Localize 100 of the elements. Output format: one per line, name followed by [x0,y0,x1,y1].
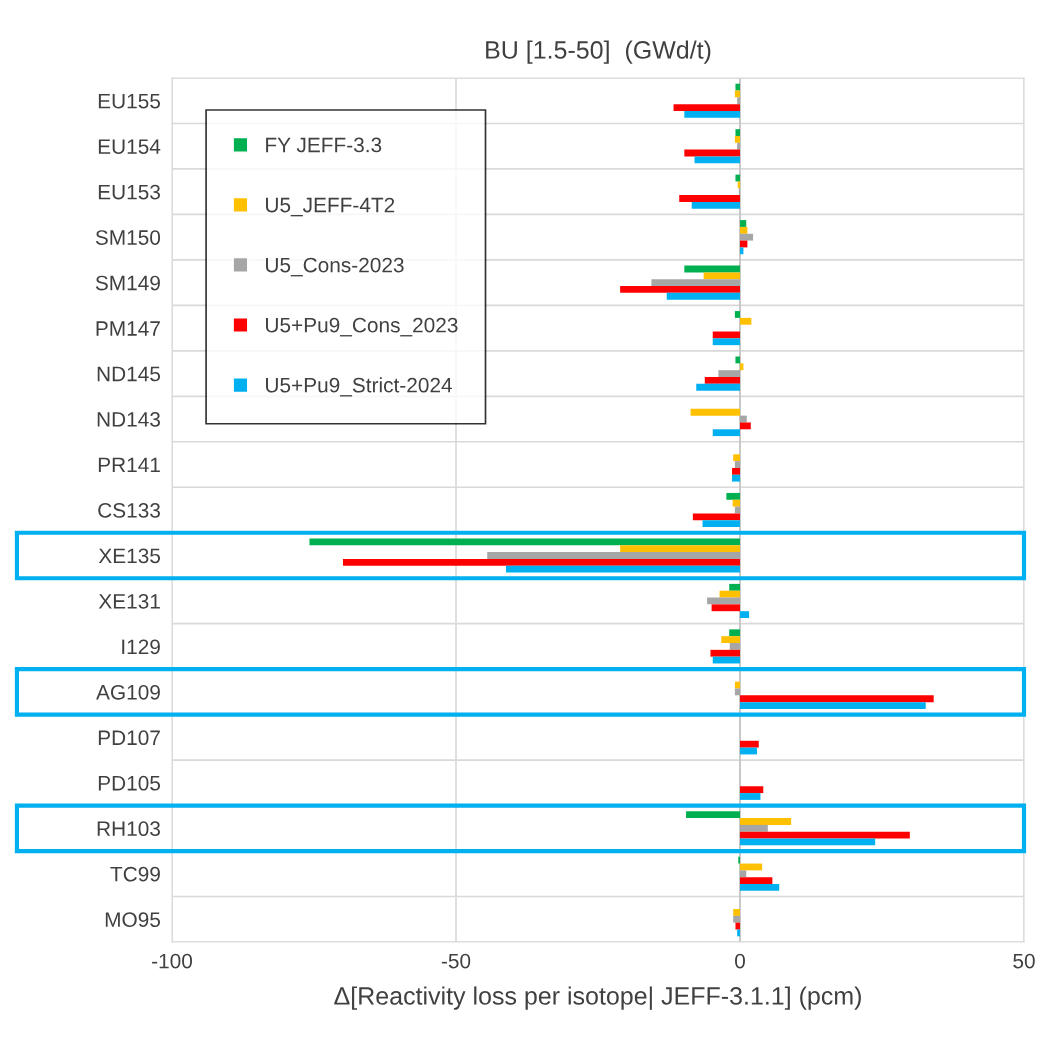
y-tick-label: SM150 [95,230,161,245]
bar [696,383,740,391]
x-axis-title: Δ[Reactivity loss per isotope| JEFF-3.1.1] (pcm) [334,986,861,1010]
x-tick-label: 0 [735,953,745,969]
bar [732,467,740,475]
chart-title: BU [1.5-50] (GWd/t) [486,40,711,64]
bar [740,695,934,703]
bar [679,195,740,202]
bar [712,338,740,346]
bar [342,558,740,566]
bar [694,156,740,164]
y-tick-label: XE131 [98,593,160,609]
bar [726,492,740,500]
bar [732,474,740,482]
bar [734,311,740,318]
bar [704,376,740,384]
bar [690,408,740,416]
bar [740,824,768,832]
bar [740,884,780,891]
bar [692,513,740,521]
x-tick-label: 50 [1013,953,1035,969]
bar [729,643,740,650]
bar [666,292,740,300]
bar [734,135,740,143]
bar [691,201,740,209]
legend-label: FY JEFF-3.3 [266,137,382,153]
bar [620,545,740,553]
legend-label: U5+Pu9_Strict-2024 [266,377,452,397]
bar [721,636,740,644]
bar [712,429,740,437]
bar [740,226,748,234]
bar [734,688,740,696]
bar [740,786,764,794]
bar [711,604,740,612]
y-tick-label: TC99 [110,866,160,882]
bar [729,583,740,591]
bar [740,611,750,618]
bar [703,272,740,280]
y-tick-label: ND143 [97,412,160,427]
bar [740,317,752,325]
bar [651,279,740,287]
y-tick-label: PD105 [98,775,161,791]
legend-label: U5+Pu9_Cons_2023 [266,317,458,337]
y-tick-label: PD107 [98,730,160,746]
y-tick-label: EU155 [98,93,161,109]
bar [735,83,740,91]
y-tick-label: PR141 [98,457,160,473]
x-tick-label: -50 [441,953,471,969]
bar [740,220,747,227]
bar [505,565,740,573]
y-tick-label: I129 [122,639,160,655]
bar [740,877,773,885]
y-tick-label: EU154 [98,139,161,154]
y-tick-label: RH103 [97,821,160,837]
y-tick-label: CS133 [98,503,160,518]
bar [710,649,740,657]
bar [684,110,740,118]
x-tick-label: -100 [152,953,193,969]
bar [740,233,754,241]
y-tick-label: ND145 [97,366,161,382]
bar [740,740,759,748]
y-tick-label: MO95 [105,912,161,928]
bar [735,356,740,364]
bar [309,538,740,546]
bar [733,454,740,462]
bar [702,520,740,528]
bar [620,286,740,293]
bar [729,629,740,637]
bar [719,590,740,598]
bar [673,104,740,111]
bar [740,247,744,255]
legend-label: U5_Cons-2023 [266,257,404,277]
bar [718,370,740,377]
bar [740,870,747,878]
bar [735,174,740,182]
bar [740,793,761,800]
bar [737,929,740,937]
bar [740,702,926,709]
bar [732,499,740,507]
bar [737,97,740,105]
bar [740,831,910,839]
y-tick-label: XE135 [98,548,161,564]
bar [740,818,792,825]
bar [737,181,740,189]
bar [733,909,740,916]
y-tick-label: AG109 [96,684,160,700]
bar [735,922,740,930]
y-tick-label: EU153 [98,184,160,200]
legend-label: U5_JEFF-4T2 [266,197,395,217]
bar [740,363,744,371]
bar [734,461,740,468]
bar [487,552,740,559]
bar [733,915,740,923]
bar [740,422,751,430]
bar [737,142,740,150]
bar [740,415,747,423]
y-tick-label: PM147 [96,321,160,336]
bar [686,811,740,819]
bar [735,129,740,136]
y-tick-label: SM149 [95,275,160,291]
